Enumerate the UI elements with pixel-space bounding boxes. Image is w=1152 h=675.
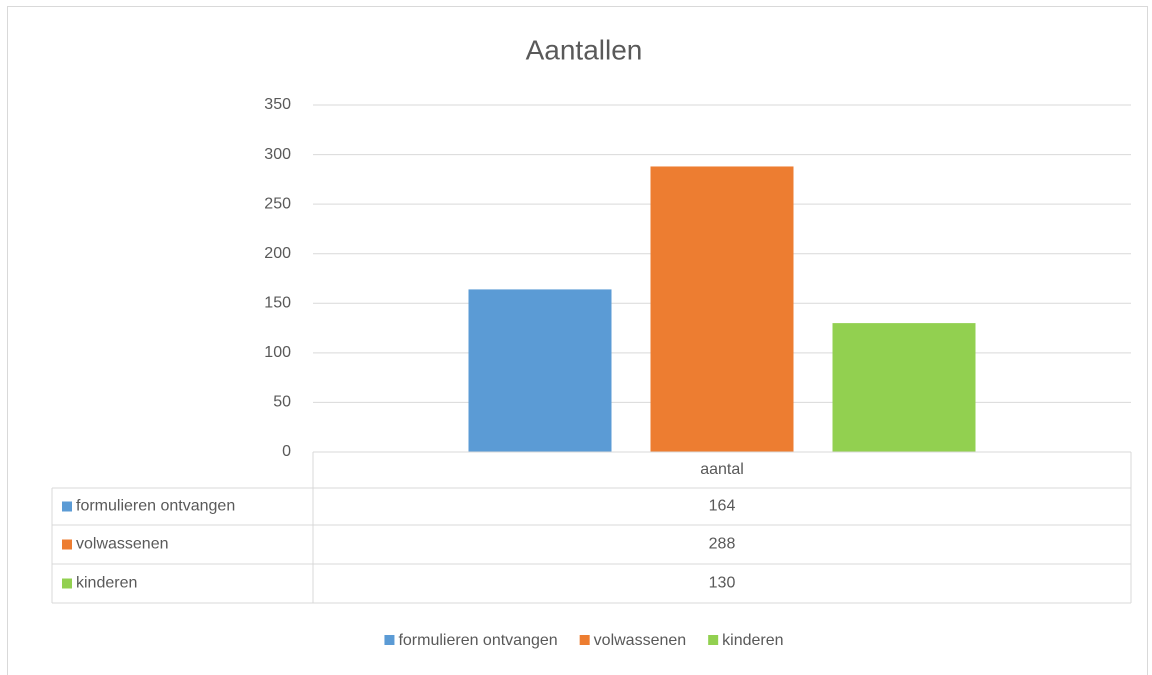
table-legend-key	[62, 501, 72, 512]
y-tick-label: 200	[264, 245, 291, 262]
legend-key	[384, 635, 395, 645]
table-header: aantal	[700, 461, 744, 478]
legend-label: volwassenen	[594, 632, 687, 649]
y-tick-label: 250	[264, 195, 291, 212]
legend-label: formulieren ontvangen	[398, 632, 557, 649]
y-tick-label: 150	[264, 295, 291, 312]
table-legend-key	[62, 578, 72, 589]
chart-title: Aantallen	[526, 34, 643, 65]
table-cell: 288	[709, 536, 736, 553]
legend-key	[579, 635, 590, 645]
y-tick-label: 100	[264, 344, 291, 361]
table-legend-key	[62, 539, 72, 550]
table-row-label: volwassenen	[76, 536, 169, 553]
y-tick-label: 300	[264, 146, 291, 163]
y-tick-label: 350	[264, 96, 291, 113]
y-tick-label: 0	[282, 443, 291, 460]
bar	[832, 323, 976, 452]
y-tick-label: 50	[273, 394, 291, 411]
bar	[468, 289, 612, 452]
legend-label: kinderen	[722, 632, 783, 649]
table-row-label: kinderen	[76, 575, 137, 592]
table-row-label: formulieren ontvangen	[76, 498, 235, 515]
legend-key	[708, 635, 719, 645]
bar	[650, 166, 794, 452]
table-cell: 130	[709, 575, 736, 592]
table-cell: 164	[709, 498, 736, 515]
